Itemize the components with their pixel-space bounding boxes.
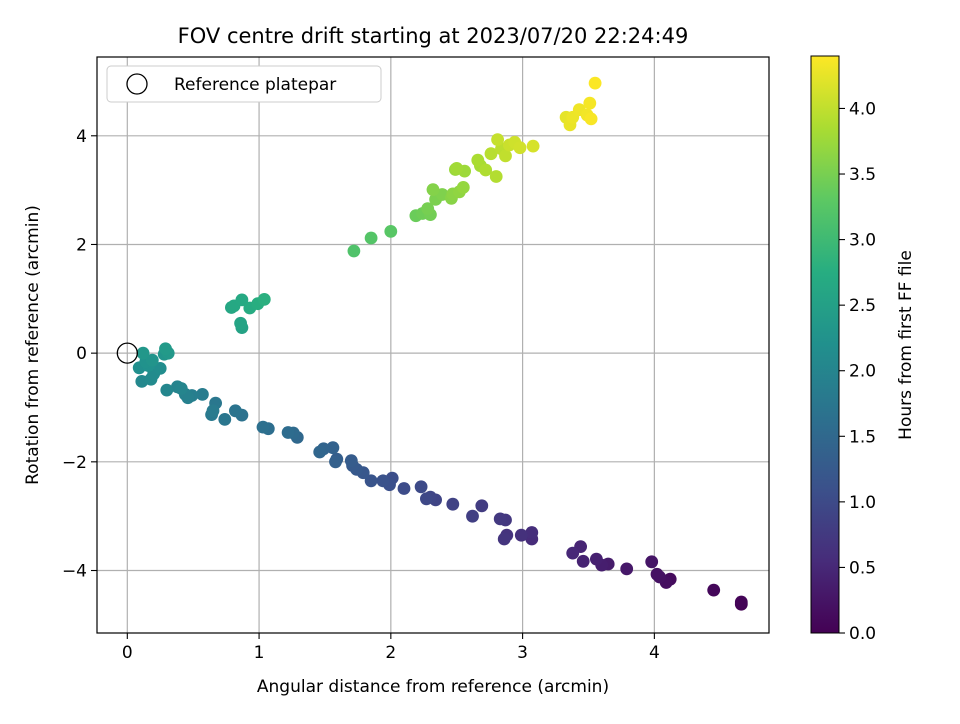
y-tick-label: 0 bbox=[76, 344, 87, 364]
colorbar-tick-label: 1.0 bbox=[849, 493, 876, 513]
data-point bbox=[426, 183, 440, 197]
grid-lines bbox=[97, 57, 769, 633]
data-point bbox=[384, 225, 398, 238]
data-point bbox=[491, 133, 504, 147]
data-point bbox=[576, 554, 590, 568]
data-point bbox=[526, 139, 540, 153]
data-point bbox=[479, 163, 493, 177]
colorbar-frame bbox=[810, 55, 840, 634]
legend-entry-label: Reference platepar bbox=[174, 75, 336, 95]
data-point bbox=[174, 382, 188, 395]
colorbar-tick-label: 0.5 bbox=[849, 558, 876, 578]
x-tick-label: 1 bbox=[254, 643, 265, 663]
data-point bbox=[499, 149, 512, 163]
data-points bbox=[132, 76, 748, 611]
data-point bbox=[160, 383, 174, 397]
colorbar-gradient bbox=[811, 56, 839, 633]
x-tick-label: 0 bbox=[122, 643, 133, 663]
data-point bbox=[650, 567, 664, 581]
data-point bbox=[645, 555, 659, 569]
data-point bbox=[145, 353, 159, 367]
data-point bbox=[513, 141, 527, 155]
y-tick-label: 2 bbox=[76, 235, 87, 255]
x-axis-ticks: 0 1 2 3 4 bbox=[122, 633, 660, 663]
reference-marker-layer bbox=[116, 342, 138, 364]
y-axis-ticks: −4 −2 0 2 4 bbox=[62, 127, 97, 582]
data-point bbox=[475, 499, 489, 513]
data-point bbox=[584, 112, 598, 126]
data-point bbox=[159, 342, 172, 356]
data-point bbox=[497, 532, 511, 546]
colorbar-tick-label: 3.0 bbox=[849, 231, 876, 251]
data-point bbox=[734, 595, 748, 609]
data-point bbox=[414, 480, 428, 494]
data-point bbox=[347, 244, 361, 258]
data-point bbox=[257, 293, 271, 306]
data-point bbox=[590, 552, 603, 566]
plot-frame bbox=[96, 56, 770, 634]
data-point bbox=[525, 526, 539, 539]
x-axis-label: Angular distance from reference (arcmin) bbox=[257, 677, 609, 697]
colorbar-ticks: 0.0 0.5 1.0 1.5 2.0 2.5 3.0 3.5 4.0 bbox=[839, 99, 876, 644]
data-point bbox=[153, 362, 167, 375]
data-point bbox=[620, 562, 634, 576]
colorbar: 0.0 0.5 1.0 1.5 2.0 2.5 3.0 3.5 4.0 Hours from f… bbox=[810, 55, 916, 644]
data-point bbox=[489, 170, 503, 183]
data-point bbox=[397, 482, 411, 495]
data-point bbox=[364, 474, 378, 488]
colorbar-tick-label: 3.5 bbox=[849, 165, 876, 185]
data-point bbox=[484, 147, 498, 161]
data-point bbox=[326, 441, 340, 455]
reference-platepar-marker bbox=[116, 342, 138, 364]
data-point bbox=[196, 388, 209, 401]
data-point bbox=[421, 202, 435, 216]
data-point bbox=[235, 293, 249, 307]
data-point bbox=[234, 316, 248, 330]
y-tick-label: −4 bbox=[62, 562, 87, 582]
data-point bbox=[707, 583, 721, 597]
colorbar-tick-label: 1.5 bbox=[849, 427, 876, 447]
data-point bbox=[446, 497, 460, 511]
legend-box bbox=[106, 65, 382, 103]
data-point bbox=[583, 96, 597, 110]
colorbar-tick-label: 0.0 bbox=[849, 624, 876, 644]
data-point bbox=[471, 153, 485, 167]
data-point bbox=[514, 528, 528, 542]
colorbar-tick-label: 2.0 bbox=[849, 362, 876, 382]
x-tick-label: 4 bbox=[649, 643, 660, 663]
y-axis-label: Rotation from reference (arcmin) bbox=[23, 205, 43, 485]
data-point bbox=[456, 181, 470, 194]
data-point bbox=[420, 492, 433, 506]
x-tick-label: 3 bbox=[517, 643, 528, 663]
y-tick-label: 4 bbox=[76, 127, 87, 147]
x-tick-label: 2 bbox=[385, 643, 396, 663]
chart-title: FOV centre drift starting at 2023/07/20 … bbox=[178, 24, 689, 48]
y-tick-label: −2 bbox=[62, 453, 87, 473]
data-point bbox=[256, 420, 270, 434]
data-point bbox=[493, 512, 507, 526]
data-point bbox=[206, 404, 220, 418]
data-point bbox=[218, 413, 232, 426]
data-point bbox=[376, 474, 390, 488]
data-point bbox=[229, 404, 242, 418]
data-point bbox=[313, 445, 327, 459]
data-point bbox=[566, 546, 580, 560]
data-point bbox=[466, 509, 479, 523]
legend: Reference platepar bbox=[106, 65, 382, 103]
colorbar-tick-label: 4.0 bbox=[849, 99, 876, 119]
colorbar-tick-label: 2.5 bbox=[849, 296, 876, 316]
colorbar-label: Hours from first FF file bbox=[896, 250, 916, 440]
data-point bbox=[344, 454, 358, 468]
data-point bbox=[450, 162, 464, 175]
data-point bbox=[588, 76, 602, 90]
data-point bbox=[364, 231, 378, 245]
data-point bbox=[136, 346, 150, 360]
legend-marker-icon bbox=[126, 73, 148, 95]
data-point bbox=[281, 426, 295, 439]
data-point bbox=[329, 455, 342, 469]
